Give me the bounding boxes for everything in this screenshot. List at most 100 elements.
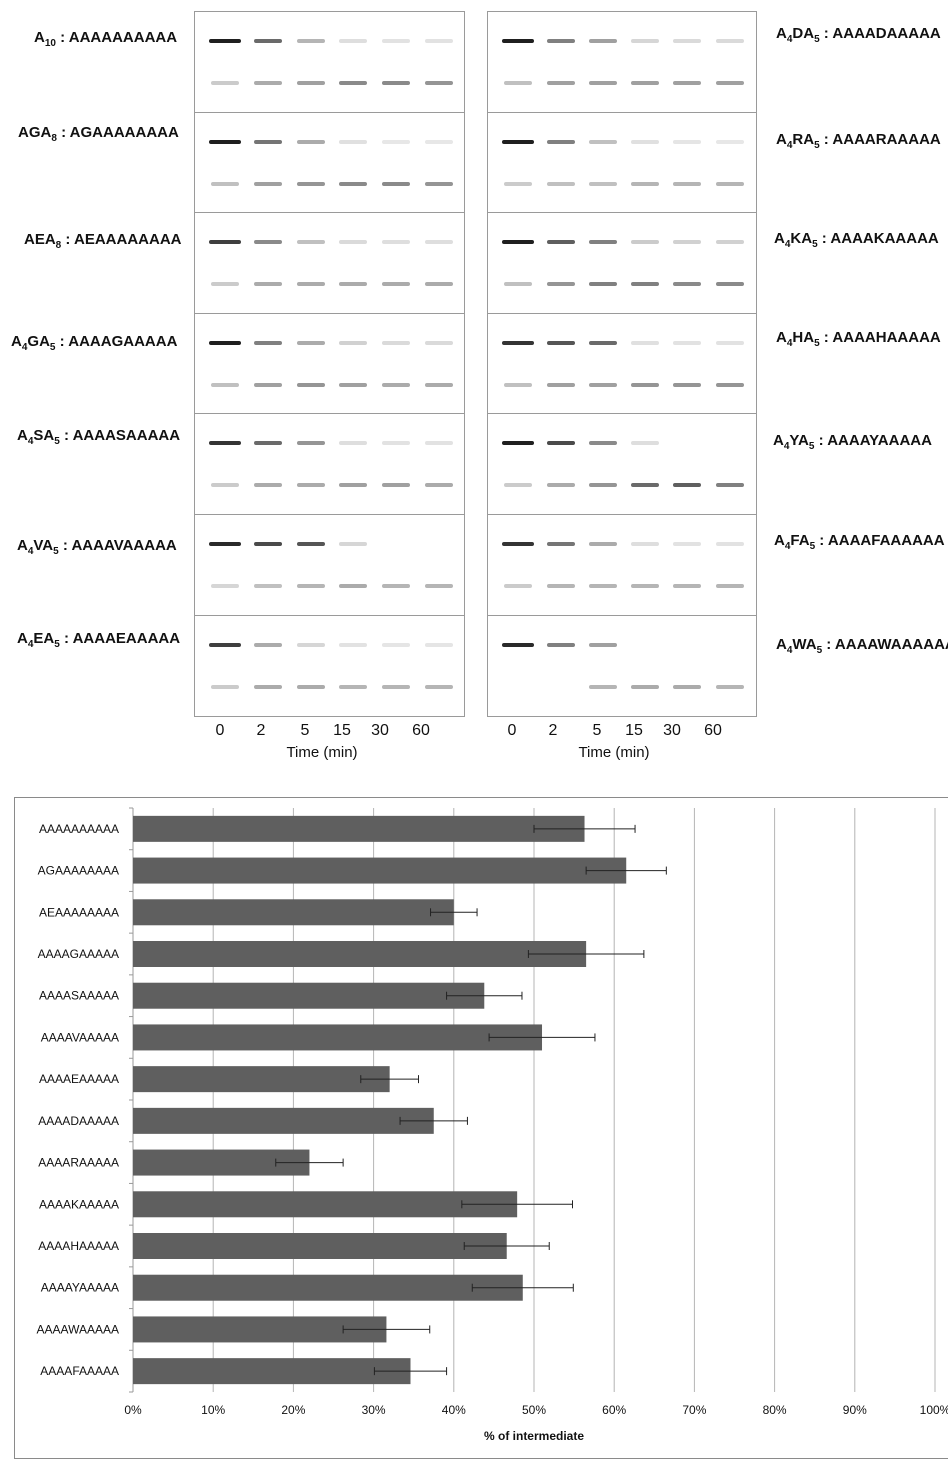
right-gel-band	[547, 340, 575, 345]
right-gel-band	[589, 139, 617, 144]
category-label: AAAARAAAAA	[38, 1156, 119, 1170]
category-label: AAAADAAAAA	[38, 1114, 119, 1128]
right-gel-band	[673, 542, 701, 546]
left-gel-row-divider	[194, 212, 464, 214]
left-gel-band	[254, 441, 282, 446]
bar	[133, 899, 454, 926]
left-gel-row-divider	[194, 614, 464, 616]
x-tick-label: 10%	[201, 1403, 225, 1417]
left-gel-row-divider	[194, 312, 464, 314]
right-gel-band	[716, 340, 744, 345]
right-construct-label: A4RA5 : AAAARAAAAA	[776, 131, 941, 151]
right-gel-band	[589, 340, 617, 345]
category-label: AAAAKAAAAA	[39, 1197, 119, 1211]
right-gel-band	[547, 81, 575, 85]
left-gel-band	[425, 483, 453, 488]
x-tick-label: 0%	[124, 1403, 142, 1417]
left-gel-band	[339, 542, 367, 546]
left-construct-label: A4EA5 : AAAAEAAAAA	[17, 630, 181, 650]
left-gel-band	[209, 642, 241, 647]
bar	[133, 815, 585, 842]
left-gel-band	[211, 382, 239, 387]
time-tick-label: 15	[333, 722, 351, 739]
right-gel-band	[589, 441, 617, 446]
gel-right-time-title: Time (min)	[578, 744, 650, 761]
x-tick-label: 70%	[682, 1403, 706, 1417]
right-gel-band	[673, 340, 701, 345]
left-gel-band	[339, 441, 367, 446]
left-gel-band	[211, 282, 239, 287]
left-gel-band	[425, 584, 453, 588]
x-tick-label: 50%	[522, 1403, 546, 1417]
category-label: AAAAHAAAAA	[38, 1239, 119, 1253]
left-gel-band	[425, 282, 453, 287]
x-tick-label: 80%	[763, 1403, 787, 1417]
right-gel-band	[504, 81, 532, 85]
right-gel-row-divider	[487, 111, 756, 113]
left-gel-band	[339, 382, 367, 387]
left-gel-band	[339, 483, 367, 488]
left-gel-band	[382, 181, 410, 186]
left-gel-band	[209, 340, 241, 345]
left-gel-band	[211, 483, 239, 488]
right-gel-band	[502, 441, 534, 446]
right-gel-band	[589, 39, 617, 43]
right-gel-band	[547, 584, 575, 588]
right-gel-band	[673, 181, 701, 186]
right-gel-band	[716, 483, 744, 488]
right-gel-band	[716, 81, 744, 85]
right-gel-band	[547, 542, 575, 546]
right-gel-band	[631, 483, 659, 488]
right-construct-label: A4YA5 : AAAAYAAAAA	[773, 432, 932, 452]
bar-chart: AAAAAAAAAA AGAAAAAAAA AEAAAAAAAA AAAAGAAAAA…	[37, 807, 948, 1443]
right-gel-band	[502, 240, 534, 245]
right-gel-band	[716, 282, 744, 287]
right-gel-band	[673, 39, 701, 43]
right-gel-band	[547, 282, 575, 287]
right-construct-label: A4DA5 : AAAADAAAAA	[776, 25, 941, 45]
x-tick-label: 30%	[362, 1403, 386, 1417]
left-gel-band	[297, 81, 325, 85]
right-gel-band	[589, 282, 617, 287]
category-label: AAAAFAAAAA	[40, 1364, 119, 1378]
left-gel-band	[297, 181, 325, 186]
right-gel-band	[502, 39, 534, 43]
bar	[133, 982, 485, 1009]
left-gel-band	[297, 240, 325, 245]
left-gel-band	[297, 282, 325, 287]
left-gel-band	[382, 441, 410, 446]
time-tick-label: 60	[704, 722, 722, 739]
left-gel-band	[254, 584, 282, 588]
right-gel-band	[673, 584, 701, 588]
bar	[133, 1358, 411, 1385]
left-gel-band	[211, 584, 239, 588]
time-tick-label: 5	[592, 722, 602, 739]
left-gel-row-divider	[194, 413, 464, 415]
right-gel-band	[589, 642, 617, 647]
left-gel-band	[297, 139, 325, 144]
left-gel-band	[297, 382, 325, 387]
left-construct-label: AGA8 : AGAAAAAAAA	[18, 124, 179, 144]
category-label: AAAAEAAAAA	[39, 1072, 119, 1086]
left-gel-band	[254, 542, 282, 546]
category-label: AAAAAAAAAA	[39, 822, 119, 836]
left-gel-band	[254, 282, 282, 287]
left-gel-band	[425, 81, 453, 85]
left-gel-band	[254, 240, 282, 245]
left-gel-band	[339, 340, 367, 345]
right-gel-band	[589, 382, 617, 387]
right-gel-band	[631, 382, 659, 387]
time-tick-label: 30	[371, 722, 389, 739]
right-gel-row-divider	[487, 312, 756, 314]
right-gel-band	[547, 441, 575, 446]
left-gel-band	[297, 642, 325, 647]
bar-chart-frame: AAAAAAAAAA AGAAAAAAAA AEAAAAAAAA AAAAGAAAAA…	[14, 797, 948, 1459]
left-gel-band	[254, 39, 282, 43]
right-gel-band	[716, 139, 744, 144]
left-gel-band	[209, 441, 241, 446]
right-gel-band	[716, 181, 744, 186]
right-gel-band	[547, 382, 575, 387]
left-gel-band	[211, 684, 239, 689]
left-gel-band	[297, 340, 325, 345]
bar	[133, 1066, 390, 1093]
